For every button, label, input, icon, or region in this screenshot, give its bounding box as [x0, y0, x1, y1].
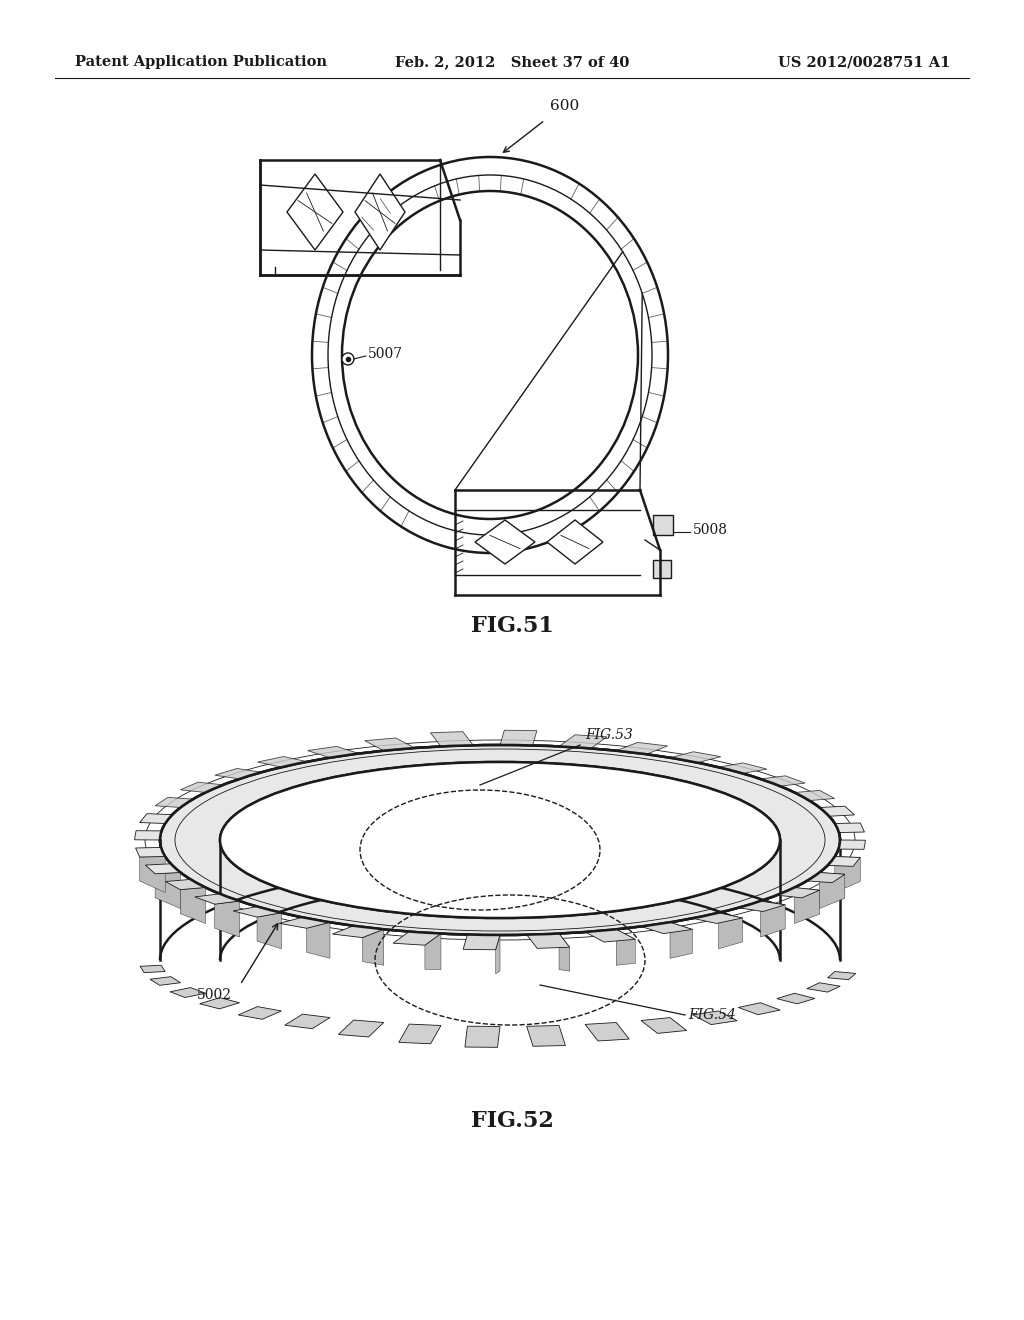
Polygon shape: [165, 879, 206, 890]
Polygon shape: [215, 768, 262, 779]
Polygon shape: [135, 847, 165, 857]
Polygon shape: [653, 515, 673, 535]
Polygon shape: [365, 738, 415, 751]
Polygon shape: [547, 520, 603, 564]
Polygon shape: [761, 902, 785, 937]
Polygon shape: [463, 935, 500, 950]
Polygon shape: [156, 797, 194, 808]
Polygon shape: [719, 763, 767, 774]
Polygon shape: [338, 1020, 384, 1038]
Polygon shape: [795, 887, 819, 924]
Polygon shape: [180, 783, 223, 792]
Polygon shape: [559, 735, 607, 748]
Ellipse shape: [220, 762, 780, 917]
Polygon shape: [140, 965, 165, 973]
Polygon shape: [465, 1026, 500, 1047]
Polygon shape: [585, 1023, 629, 1041]
Text: FIG.51: FIG.51: [471, 615, 553, 638]
Polygon shape: [215, 902, 240, 937]
Polygon shape: [526, 933, 569, 948]
Polygon shape: [134, 830, 162, 840]
Polygon shape: [307, 746, 359, 758]
Polygon shape: [670, 752, 721, 763]
Text: US 2012/0028751 A1: US 2012/0028751 A1: [777, 55, 950, 69]
Polygon shape: [239, 1007, 282, 1019]
Polygon shape: [430, 731, 473, 746]
Polygon shape: [287, 174, 343, 249]
Polygon shape: [761, 776, 805, 787]
Polygon shape: [475, 520, 535, 564]
Polygon shape: [195, 894, 240, 904]
Text: 5002: 5002: [197, 987, 232, 1002]
Text: FIG.52: FIG.52: [471, 1110, 553, 1133]
Polygon shape: [559, 933, 569, 972]
Polygon shape: [398, 1024, 441, 1044]
Polygon shape: [807, 873, 845, 883]
Polygon shape: [333, 925, 384, 937]
Polygon shape: [280, 917, 330, 928]
Polygon shape: [150, 977, 180, 985]
Polygon shape: [616, 742, 668, 754]
Text: FIG.53: FIG.53: [585, 729, 633, 742]
Polygon shape: [257, 756, 307, 767]
Polygon shape: [139, 813, 172, 824]
Polygon shape: [170, 987, 206, 998]
Polygon shape: [827, 972, 856, 979]
Polygon shape: [653, 560, 671, 578]
Polygon shape: [807, 983, 841, 993]
Text: 5007: 5007: [368, 347, 403, 360]
Circle shape: [342, 352, 354, 364]
Polygon shape: [145, 863, 180, 874]
Polygon shape: [139, 857, 165, 892]
Text: Feb. 2, 2012   Sheet 37 of 40: Feb. 2, 2012 Sheet 37 of 40: [395, 55, 629, 69]
Polygon shape: [839, 840, 865, 849]
Polygon shape: [257, 912, 282, 949]
Polygon shape: [526, 1026, 565, 1047]
Polygon shape: [285, 1014, 330, 1028]
Ellipse shape: [160, 744, 840, 935]
Polygon shape: [180, 887, 206, 924]
Polygon shape: [306, 923, 330, 958]
Polygon shape: [393, 932, 441, 945]
Text: FIG.54: FIG.54: [688, 1008, 736, 1022]
Ellipse shape: [220, 762, 780, 917]
Polygon shape: [795, 791, 835, 801]
Polygon shape: [155, 873, 180, 908]
Polygon shape: [585, 929, 635, 942]
Polygon shape: [641, 923, 692, 933]
Polygon shape: [719, 912, 742, 949]
Polygon shape: [233, 907, 282, 917]
Polygon shape: [362, 929, 384, 965]
Polygon shape: [777, 993, 815, 1003]
Polygon shape: [496, 935, 500, 974]
Polygon shape: [819, 807, 855, 816]
Polygon shape: [670, 923, 692, 958]
Polygon shape: [738, 902, 785, 912]
Polygon shape: [819, 873, 845, 908]
Polygon shape: [827, 857, 860, 866]
Polygon shape: [692, 912, 742, 924]
Polygon shape: [692, 1011, 737, 1024]
Ellipse shape: [160, 744, 840, 935]
Polygon shape: [425, 933, 441, 970]
Polygon shape: [200, 998, 240, 1008]
Text: 5008: 5008: [693, 523, 728, 537]
Polygon shape: [835, 857, 860, 892]
Polygon shape: [641, 1018, 686, 1034]
Text: Patent Application Publication: Patent Application Publication: [75, 55, 327, 69]
Polygon shape: [355, 174, 406, 249]
Polygon shape: [835, 822, 864, 833]
Polygon shape: [777, 887, 819, 898]
Polygon shape: [738, 1003, 780, 1015]
Polygon shape: [616, 929, 635, 965]
Polygon shape: [500, 730, 537, 746]
Text: 600: 600: [550, 99, 580, 114]
